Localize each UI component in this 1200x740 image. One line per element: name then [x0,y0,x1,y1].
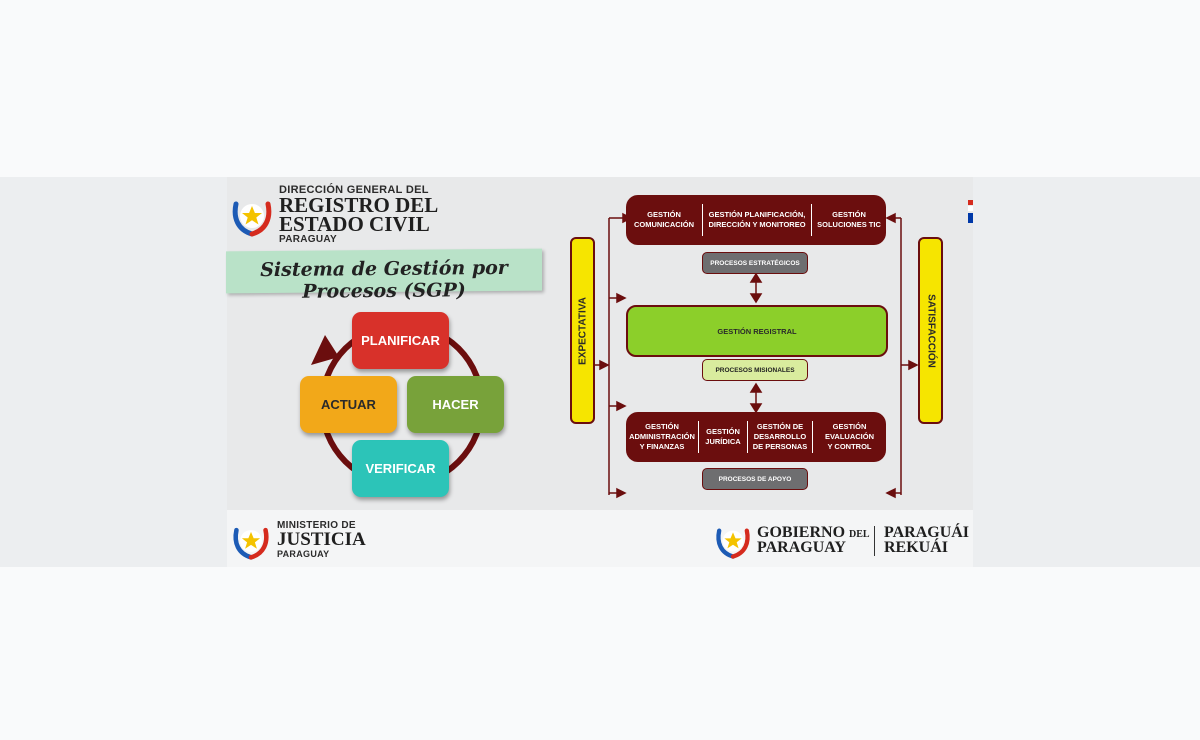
strategic-cell-comunicacion: GESTIÓN COMUNICACIÓN [634,209,694,229]
process-map-connectors [594,212,919,499]
header-line1: DIRECCIÓN GENERAL DEL [279,184,429,196]
pdca-hacer: HACER [407,376,504,433]
cycle-arrowhead-icon [311,335,339,365]
justicia-seal-icon [233,527,269,560]
flag-red-mark [968,200,973,205]
satisfaccion-bar: SATISFACCIÓN [918,237,943,424]
footer-justicia: JUSTICIA [277,529,366,550]
expectativa-label: EXPECTATIVA [577,296,588,365]
support-processes-label: PROCESOS DE APOYO [702,468,808,490]
footer-rekuai: REKUÁI [884,539,949,556]
strategic-divider [702,204,703,236]
pdca-verificar: VERIFICAR [352,440,449,497]
strategic-processes-label: PROCESOS ESTRATÉGICOS [702,252,808,274]
footer-del: DEL [849,529,870,540]
mission-processes-label: PROCESOS MISIONALES [702,359,808,381]
footer-divider [874,526,875,556]
footer-gobierno: GOBIERNO DEL [757,525,870,541]
footer-bar [227,510,973,567]
header-line3: ESTADO CIVIL [279,212,430,236]
header-line4: PARAGUAY [279,234,337,245]
support-divider [812,421,813,453]
footer-paraguay: PARAGUAY [277,549,330,559]
support-processes-box: GESTIÓN ADMINISTRACIÓN Y FINANZAS GESTIÓ… [626,412,886,462]
strategic-processes-box: GESTIÓN COMUNICACIÓN GESTIÓN PLANIFICACI… [626,195,886,245]
support-cell-personas: GESTIÓN DE DESARROLLO DE PERSONAS [752,421,808,452]
header-line2: REGISTRO DEL [279,193,439,217]
expectativa-bar: EXPECTATIVA [570,237,595,424]
strategic-divider [811,204,812,236]
footer-paraguai: PARAGUÁI [884,524,970,541]
pdca-actuar: ACTUAR [300,376,397,433]
support-cell-evaluacion: GESTIÓN EVALUACIÓN Y CONTROL [824,421,875,452]
support-cell-administracion: GESTIÓN ADMINISTRACIÓN Y FINANZAS [629,421,695,452]
gestion-registral-box: GESTIÓN REGISTRAL [626,305,888,357]
support-divider [698,421,699,453]
sgp-banner: Sistema de Gestión por Procesos (SGP) [226,248,542,303]
registro-seal-icon [232,201,272,237]
gobierno-seal-icon [716,528,750,559]
sgp-banner-title: Sistema de Gestión por Procesos (SGP) [260,256,508,303]
support-cell-juridica: GESTIÓN JURÍDICA [705,426,741,446]
footer-gobierno-word: GOBIERNO [757,524,846,541]
flag-white-mark [968,206,973,211]
support-divider [747,421,748,453]
footer-gob-paraguay: PARAGUAY [757,539,846,556]
footer-ministerio: MINISTERIO DE [277,520,356,531]
strategic-cell-tic: GESTIÓN SOLUCIONES TIC [817,209,881,229]
flag-blue-mark [968,213,973,223]
pdca-planificar: PLANIFICAR [352,312,449,369]
satisfaccion-label: SATISFACCIÓN [925,293,936,368]
strategic-cell-planificacion: GESTIÓN PLANIFICACIÓN, DIRECCIÓN Y MONIT… [708,209,806,229]
